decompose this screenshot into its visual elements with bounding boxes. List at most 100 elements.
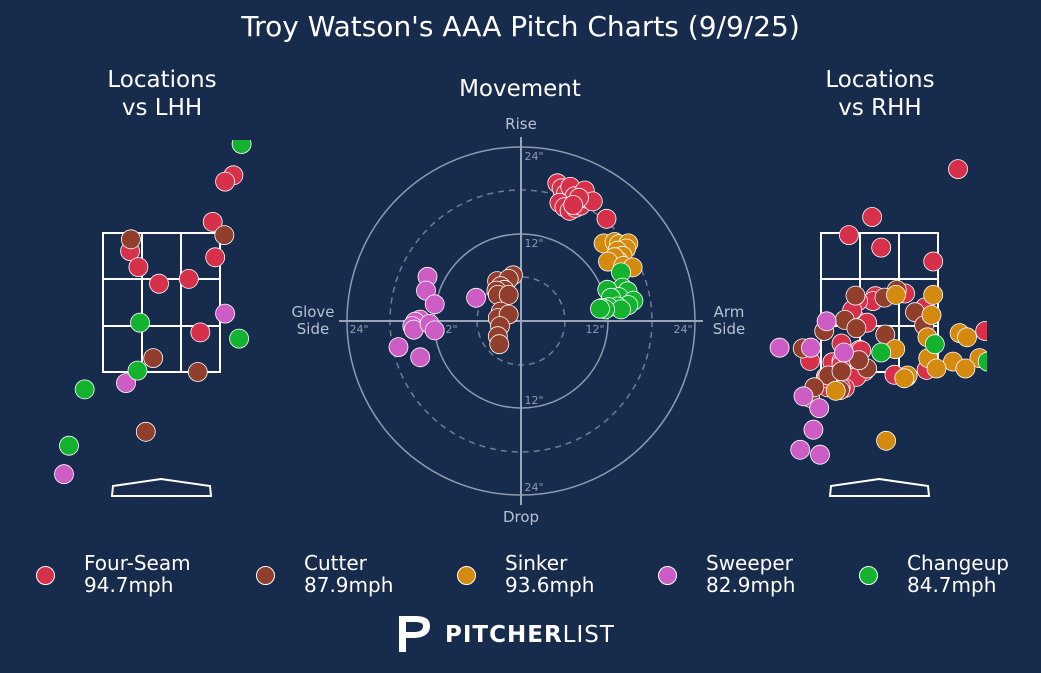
- rhh-title-line-1: Locations: [825, 67, 935, 93]
- rhh-panel-title: Locations vs RHH: [780, 66, 980, 122]
- sweeper-location-point: [801, 337, 821, 358]
- chart-title: Troy Watson's AAA Pitch Charts (9/9/25): [241, 10, 800, 43]
- four-seam-movement-point: [563, 195, 584, 215]
- changeup-location-point: [74, 379, 95, 400]
- changeup-location-point: [231, 140, 252, 154]
- four-seam-movement-point: [596, 208, 617, 229]
- legend-pitch-speed: 82.9mph: [706, 573, 796, 597]
- brand-name: PITCHERLIST: [445, 622, 615, 648]
- cutter-movement-point: [489, 334, 510, 355]
- tick-left-24: 24": [349, 323, 368, 336]
- four-seam-location-point: [190, 322, 211, 343]
- sweeper-location-point: [769, 337, 790, 358]
- sweeper-location-point: [810, 444, 830, 465]
- four-seam-location-point: [871, 237, 892, 258]
- drop-label: Drop: [503, 508, 539, 526]
- arm-side-label-2: Side: [713, 320, 745, 338]
- changeup-location-point: [130, 312, 150, 333]
- legend-marker: [859, 566, 878, 585]
- four-seam-location-point: [215, 171, 236, 192]
- tick-top-24: 24": [524, 150, 543, 163]
- sweeper-movement-point: [424, 320, 445, 341]
- changeup-location-point: [871, 342, 892, 363]
- brand-bold: PITCHER: [445, 622, 563, 648]
- pitcherlist-logo: PITCHERLIST: [395, 612, 635, 656]
- legend-pitch-name: Sweeper: [706, 551, 793, 575]
- movement-tick-labels: 24" 12" 12" 24" 24" 12" 12" 24": [349, 150, 692, 494]
- lhh-title-line-2: vs LHH: [121, 95, 203, 121]
- sweeper-location-point: [116, 373, 136, 394]
- legend-pitch-name: Cutter: [304, 551, 367, 575]
- tick-top-12: 12": [524, 237, 543, 250]
- sweeper-location-point: [809, 398, 830, 419]
- sweeper-location-point: [803, 419, 824, 440]
- cutter-location-point: [120, 229, 141, 250]
- sweeper-movement-point: [466, 287, 487, 308]
- legend-marker: [457, 566, 476, 585]
- glove-side-label-2: Side: [297, 320, 329, 338]
- legend-pitch-speed: 93.6mph: [505, 573, 595, 597]
- cutter-location-point: [831, 361, 852, 382]
- cutter-location-point: [845, 285, 866, 306]
- glove-side-label-1: Glove: [291, 303, 334, 321]
- four-seam-location-point: [948, 159, 968, 180]
- tick-right-24: 24": [673, 323, 692, 336]
- lhh-title-line-1: Locations: [107, 67, 217, 93]
- lhh-strike-zone: [102, 232, 221, 373]
- sweeper-location-point: [816, 311, 837, 332]
- movement-panel-title: Movement: [459, 76, 581, 102]
- four-seam-location-point: [839, 225, 859, 246]
- sweeper-movement-point: [410, 347, 431, 368]
- sweeper-location-point: [834, 342, 854, 363]
- legend-pitch-name: Sinker: [505, 551, 568, 575]
- changeup-location-point: [924, 334, 945, 355]
- rhh-location-points: [769, 159, 987, 465]
- cutter-location-point: [135, 421, 156, 442]
- tick-right-12: 12": [585, 323, 604, 336]
- legend-pitch-speed: 94.7mph: [84, 573, 174, 597]
- legend-pitch-name: Changeup: [907, 551, 1009, 575]
- lhh-home-plate: [110, 477, 213, 497]
- four-seam-location-point: [975, 321, 987, 341]
- rise-label: Rise: [505, 115, 537, 133]
- sweeper-movement-point: [388, 337, 409, 358]
- legend-marker: [658, 566, 677, 585]
- cutter-location-point: [187, 362, 208, 382]
- cutter-location-point: [214, 225, 235, 246]
- rhh-title-line-2: vs RHH: [838, 95, 922, 121]
- sweeper-location-point: [793, 386, 814, 407]
- four-seam-location-point: [862, 207, 882, 227]
- lhh-panel-title: Locations vs LHH: [62, 66, 262, 122]
- sinker-location-point: [926, 358, 947, 379]
- sinker-location-point: [825, 380, 846, 401]
- changeup-location-point: [229, 328, 250, 349]
- legend-marker: [256, 566, 275, 585]
- movement-axis-labels: Rise Drop Glove Side Arm Side: [291, 115, 745, 526]
- pitcherlist-p-icon: [399, 616, 430, 652]
- sinker-location-point: [921, 305, 942, 325]
- cutter-location-point: [143, 348, 164, 369]
- four-seam-location-point: [202, 211, 223, 232]
- sweeper-location-point: [215, 303, 236, 324]
- legend-pitch-name: Four-Seam: [84, 551, 191, 575]
- brand-light: LIST: [562, 622, 615, 648]
- sweeper-movement-point: [424, 294, 445, 315]
- tick-bottom-12: 12": [524, 394, 543, 407]
- movement-points: [388, 173, 644, 368]
- cutter-location-point: [846, 318, 867, 339]
- legend-pitch-speed: 84.7mph: [907, 573, 997, 597]
- changeup-location-point: [127, 360, 148, 381]
- sinker-location-point: [886, 284, 906, 305]
- sinker-location-point: [894, 368, 915, 389]
- four-seam-location-point: [128, 257, 149, 278]
- sinker-location-point: [923, 284, 944, 305]
- lhh-location-points: [54, 140, 252, 485]
- four-seam-location-point: [205, 247, 226, 268]
- changeup-movement-point: [590, 298, 610, 319]
- sweeper-location-point: [54, 464, 74, 485]
- sinker-location-point: [957, 327, 977, 348]
- tick-bottom-24: 24": [524, 481, 543, 494]
- sinker-location-point: [876, 430, 896, 451]
- four-seam-location-point: [149, 273, 169, 294]
